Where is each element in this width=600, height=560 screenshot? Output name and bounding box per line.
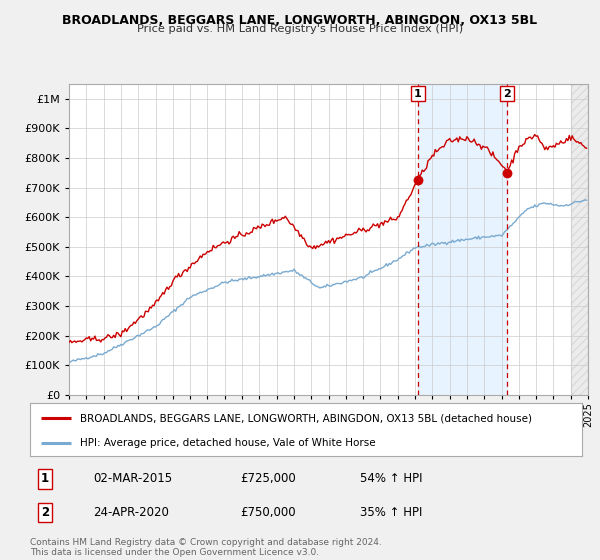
Bar: [571, 84, 588, 395]
Bar: [418, 84, 507, 395]
Text: 1: 1: [414, 88, 422, 99]
Text: HPI: Average price, detached house, Vale of White Horse: HPI: Average price, detached house, Vale…: [80, 437, 376, 447]
Text: £750,000: £750,000: [240, 506, 296, 519]
Text: 02-MAR-2015: 02-MAR-2015: [93, 472, 172, 486]
Point: [413, 176, 423, 185]
Text: Price paid vs. HM Land Registry's House Price Index (HPI): Price paid vs. HM Land Registry's House …: [137, 24, 463, 34]
Text: BROADLANDS, BEGGARS LANE, LONGWORTH, ABINGDON, OX13 5BL: BROADLANDS, BEGGARS LANE, LONGWORTH, ABI…: [62, 14, 538, 27]
Text: 35% ↑ HPI: 35% ↑ HPI: [360, 506, 422, 519]
Text: 2: 2: [503, 88, 511, 99]
Text: BROADLANDS, BEGGARS LANE, LONGWORTH, ABINGDON, OX13 5BL (detached house): BROADLANDS, BEGGARS LANE, LONGWORTH, ABI…: [80, 413, 532, 423]
Text: Contains HM Land Registry data © Crown copyright and database right 2024.: Contains HM Land Registry data © Crown c…: [30, 538, 382, 547]
Bar: [571, 84, 588, 395]
Point: [502, 169, 512, 178]
Text: 2: 2: [41, 506, 49, 519]
Text: £725,000: £725,000: [240, 472, 296, 486]
Text: 1: 1: [41, 472, 49, 486]
Text: This data is licensed under the Open Government Licence v3.0.: This data is licensed under the Open Gov…: [30, 548, 319, 557]
Text: 24-APR-2020: 24-APR-2020: [93, 506, 169, 519]
Text: 54% ↑ HPI: 54% ↑ HPI: [360, 472, 422, 486]
